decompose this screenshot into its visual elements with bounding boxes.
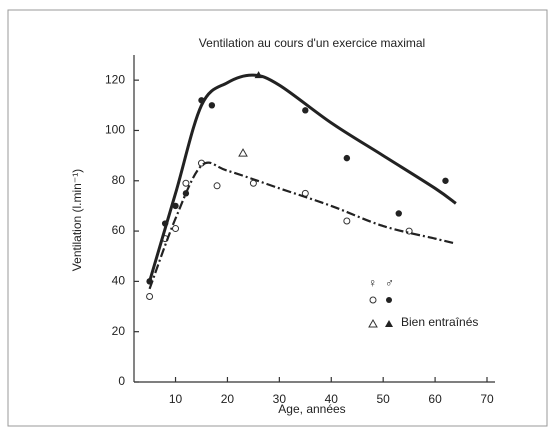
y-tick-label: 80 [112, 173, 126, 187]
legend-marker [369, 296, 377, 304]
fit-line [148, 73, 457, 282]
x-tick-label: 70 [480, 392, 494, 406]
y-axis-label: Ventilation (l.min⁻¹) [70, 169, 84, 271]
point [395, 210, 402, 217]
point [343, 154, 351, 162]
x-axis-label: Age, années [278, 402, 345, 416]
point [302, 107, 309, 114]
point [208, 102, 216, 109]
x-tick-label: 60 [428, 392, 442, 406]
point [182, 179, 190, 187]
x-tick-label: 40 [325, 392, 339, 406]
y-tick-label: 20 [112, 324, 126, 338]
y-tick-label: 100 [105, 123, 125, 137]
legend-female: ♀ [368, 276, 377, 290]
legend-marker [368, 318, 378, 328]
legend-marker [385, 320, 393, 327]
point [172, 202, 179, 210]
chart-title: Ventilation au cours d'un exercice maxim… [199, 36, 425, 50]
point [405, 227, 413, 235]
y-tick-label: 120 [105, 72, 125, 86]
legend-male: ♂ [385, 276, 394, 290]
x-tick-label: 10 [169, 392, 183, 406]
x-tick-label: 50 [376, 392, 390, 406]
point [343, 217, 351, 225]
point [146, 292, 154, 300]
x-tick-label: 20 [221, 392, 235, 406]
point [442, 177, 449, 184]
y-tick-label: 0 [118, 374, 125, 388]
legend-marker [386, 297, 392, 303]
point [213, 182, 221, 190]
legend-trained: Bien entraînés [401, 315, 478, 329]
x-tick-label: 30 [273, 392, 287, 406]
frame [7, 9, 548, 427]
y-tick-label: 40 [112, 274, 126, 288]
fit-line [148, 161, 457, 290]
y-tick-label: 60 [112, 223, 126, 237]
point [238, 148, 248, 157]
